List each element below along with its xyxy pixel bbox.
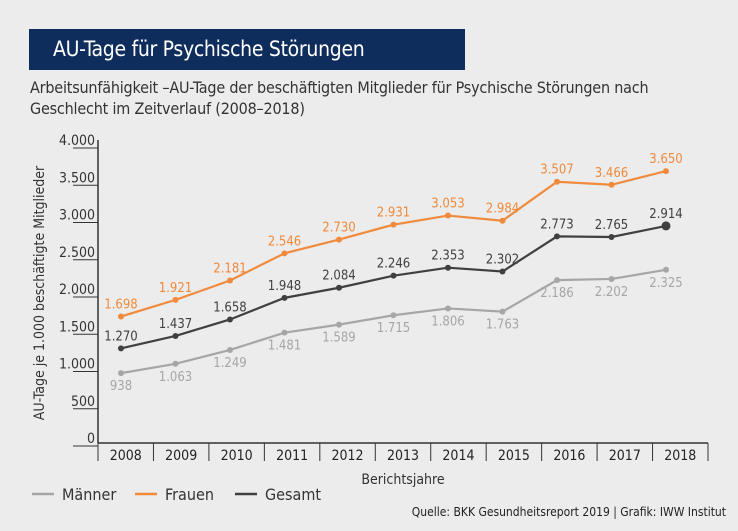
data-point (281, 329, 288, 336)
data-point (663, 266, 669, 273)
data-point (336, 321, 342, 328)
data-label: 1.481 (268, 339, 301, 354)
data-label: 2.730 (322, 221, 355, 236)
y-tick-label: 500 (71, 394, 95, 410)
data-point (554, 233, 560, 240)
data-label: 1.715 (377, 321, 410, 336)
data-point (608, 275, 615, 282)
data-point (336, 284, 342, 291)
data-point (172, 360, 179, 367)
data-label: 2.202 (595, 285, 628, 300)
y-axis-label: AU-Tage je 1.000 beschäftigte Mitglieder (32, 165, 48, 420)
x-tick-label: 2013 (387, 448, 419, 464)
data-point (445, 305, 451, 312)
x-tick-label: 2012 (332, 448, 364, 464)
data-point (661, 221, 671, 231)
data-label: 2.984 (486, 202, 519, 217)
data-label: 3.466 (595, 166, 628, 181)
data-label: 1.249 (213, 356, 246, 371)
data-label: 2.353 (431, 249, 464, 264)
data-label: 1.658 (213, 300, 246, 315)
y-tick-label: 3.500 (59, 170, 95, 186)
chart-subtitle: Arbeitsunfähigkeit –AU-Tage der beschäft… (30, 78, 649, 118)
y-tick-label: 4.000 (59, 133, 95, 149)
data-point (390, 312, 397, 319)
data-point (554, 277, 560, 284)
data-point (608, 181, 615, 188)
x-tick-label: 2009 (165, 448, 197, 464)
data-point (663, 168, 669, 175)
data-label: 1.806 (431, 314, 464, 329)
data-point (445, 264, 451, 271)
data-label: 2.931 (377, 206, 410, 221)
data-label: 2.546 (268, 234, 301, 249)
data-label: 1.763 (486, 318, 519, 333)
data-label: 2.325 (649, 276, 682, 291)
data-point (281, 294, 288, 301)
data-label: 3.507 (540, 163, 573, 178)
x-tick-label: 2017 (609, 448, 641, 464)
data-label: 2.914 (649, 207, 682, 222)
data-label: 2.246 (377, 257, 410, 272)
data-point (336, 236, 342, 243)
data-point (554, 178, 560, 185)
legend-label: Männer (62, 485, 116, 504)
data-label: 1.698 (104, 297, 137, 312)
data-point (118, 313, 124, 320)
data-label: 1.270 (104, 329, 137, 344)
data-point (499, 217, 506, 224)
data-point (390, 272, 397, 279)
data-point (227, 277, 233, 284)
y-tick-label: 1.500 (59, 319, 95, 335)
data-label: 3.053 (431, 197, 464, 212)
x-tick-label: 2011 (276, 448, 308, 464)
data-point (608, 234, 615, 241)
data-label: 1.921 (159, 281, 192, 296)
legend-label: Gesamt (265, 485, 321, 504)
y-tick-label: 2.500 (59, 245, 95, 261)
data-label: 1.589 (322, 331, 355, 346)
data-label: 1.437 (159, 317, 192, 332)
data-point (118, 370, 124, 377)
data-label: 2.186 (540, 286, 573, 301)
data-point (172, 296, 179, 303)
data-point (118, 345, 124, 352)
data-label: 2.773 (540, 217, 573, 232)
source-note: Quelle: BKK Gesundheitsreport 2019 | Gra… (411, 505, 726, 519)
y-tick-label: 0 (87, 431, 95, 447)
x-tick-label: 2015 (498, 448, 530, 464)
data-label: 1.063 (159, 370, 192, 385)
data-label: 2.181 (213, 262, 246, 277)
data-point (172, 332, 179, 339)
data-point (499, 308, 506, 315)
legend-label: Frauen (165, 485, 214, 504)
y-tick-label: 1.000 (59, 357, 95, 373)
x-tick-label: 2008 (110, 448, 142, 464)
y-tick-label: 3.000 (59, 208, 95, 224)
data-point (499, 268, 506, 275)
data-label: 1.948 (268, 279, 301, 294)
data-label: 3.650 (649, 152, 682, 167)
data-label: 2.765 (595, 218, 628, 233)
x-tick-label: 2016 (553, 448, 585, 464)
x-tick-label: 2010 (221, 448, 253, 464)
x-tick-label: 2018 (664, 448, 696, 464)
data-point (445, 212, 451, 219)
data-point (390, 221, 397, 228)
chart-title: AU-Tage für Psychische Störungen (29, 29, 465, 70)
data-point (281, 250, 288, 257)
x-tick-label: 2014 (442, 448, 474, 464)
data-point (227, 346, 233, 353)
data-point (227, 316, 233, 323)
series-line-frauen (120, 170, 667, 318)
data-label: 2.084 (322, 269, 355, 284)
data-label: 938 (110, 379, 132, 394)
data-label: 2.302 (486, 253, 519, 268)
x-axis-label: Berichtsjahre (361, 472, 445, 488)
y-tick-label: 2.000 (59, 282, 95, 298)
